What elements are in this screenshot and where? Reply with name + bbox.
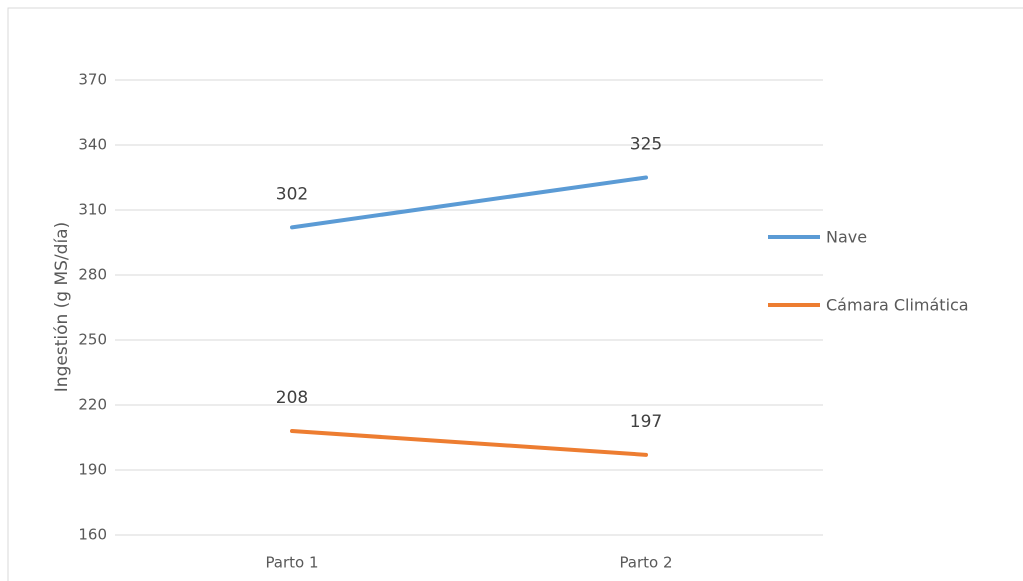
chart-frame	[7, 7, 1023, 581]
y-axis-title: Ingestión (g MS/día)	[52, 222, 72, 392]
data-label: 302	[276, 184, 308, 204]
legend-label: Cámara Climática	[826, 296, 969, 315]
data-label: 325	[630, 135, 662, 155]
y-tick-label: 160	[78, 526, 107, 544]
series-line	[290, 429, 648, 457]
y-tick-label: 340	[78, 136, 107, 154]
y-tick-label: 250	[78, 331, 107, 349]
x-tick-label: Parto 2	[619, 554, 672, 572]
data-label: 208	[276, 388, 308, 408]
y-tick-label: 280	[78, 266, 107, 284]
y-tick-label: 190	[78, 461, 107, 479]
y-tick-label: 370	[78, 71, 107, 89]
data-label: 197	[630, 412, 662, 432]
legend-label: Nave	[826, 228, 867, 247]
x-tick-label: Parto 1	[265, 554, 318, 572]
y-tick-label: 310	[78, 201, 107, 219]
y-tick-label: 220	[78, 396, 107, 414]
series-line	[290, 175, 648, 230]
